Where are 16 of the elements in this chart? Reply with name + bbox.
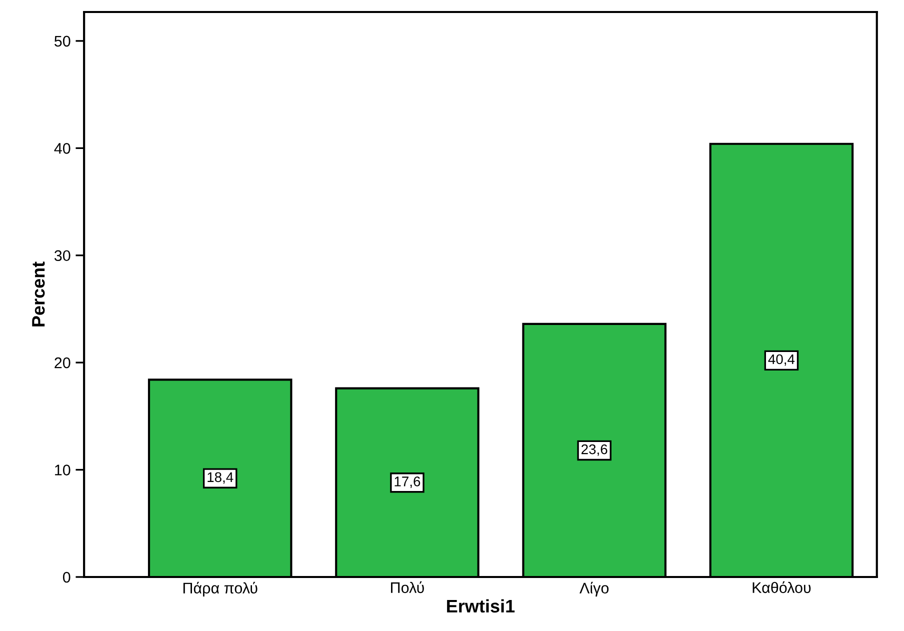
data-label: 18,4 bbox=[208, 472, 234, 484]
x-axis-title: Erwtisi1 bbox=[447, 599, 515, 613]
x-tick-label: Λίγο bbox=[580, 582, 609, 597]
data-label: 40,4 bbox=[768, 354, 795, 366]
y-tick-label: 0 bbox=[62, 572, 70, 583]
data-label: 17,6 bbox=[394, 476, 420, 488]
y-axis-title: Percent bbox=[32, 262, 45, 326]
y-tick-label: 20 bbox=[54, 357, 70, 368]
y-tick-label: 10 bbox=[55, 464, 70, 476]
y-tick-label: 40 bbox=[54, 143, 70, 154]
y-tick-label: 50 bbox=[54, 36, 70, 47]
x-tick-label: Καθόλου bbox=[752, 581, 811, 594]
x-tick-label: Πάρα πολύ bbox=[183, 582, 258, 597]
x-tick-label: Πολύ bbox=[391, 581, 424, 594]
data-label: 23,6 bbox=[582, 444, 608, 456]
y-tick-label: 30 bbox=[54, 250, 70, 262]
